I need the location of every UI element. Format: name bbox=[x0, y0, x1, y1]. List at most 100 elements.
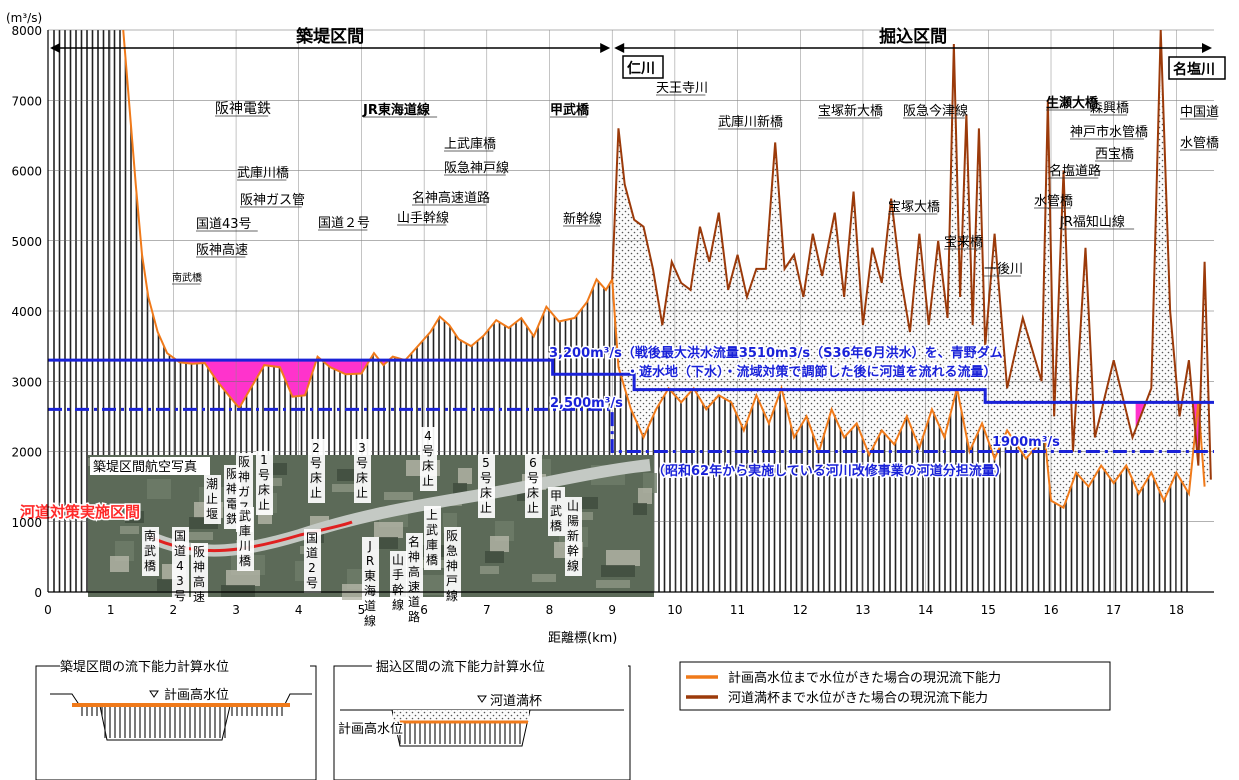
photo-label-bg bbox=[304, 529, 321, 593]
annotation-label: 武庫川新橋 bbox=[718, 114, 783, 130]
photo-label-char: 号 bbox=[174, 589, 186, 603]
section-label: 掘込区間 bbox=[879, 26, 947, 47]
photo-label-char: 路 bbox=[408, 609, 420, 624]
series-bankfull-line bbox=[611, 29, 1212, 480]
x-tick-label: 17 bbox=[1106, 603, 1121, 617]
x-tick-label: 6 bbox=[420, 603, 428, 617]
photo-texture bbox=[273, 463, 287, 475]
photo-vertical-label: 5 号床止 bbox=[478, 454, 495, 518]
section-label: 築堤区間 bbox=[295, 26, 364, 47]
inset-hwl-label-2: 計画高水位 bbox=[338, 721, 403, 737]
photo-label-char: 道 bbox=[408, 595, 420, 609]
photo-label-char: 武 bbox=[239, 509, 251, 523]
plan-label-2500: 2,500m³/s bbox=[550, 396, 623, 411]
y-tick-label: 6000 bbox=[11, 165, 42, 179]
photo-label-char: 3 bbox=[358, 441, 366, 455]
photo-texture bbox=[110, 556, 129, 572]
annotation-label: 国道２号 bbox=[318, 216, 370, 231]
annotation-label: 中国道 bbox=[1180, 105, 1219, 120]
photo-label-char: 山 bbox=[392, 553, 404, 567]
y-tick-label: 1000 bbox=[11, 516, 42, 530]
photo-vertical-label: 名神高速道路 bbox=[406, 533, 423, 627]
inset-levee-box bbox=[35, 665, 317, 780]
photo-label-char: 上 bbox=[426, 508, 438, 522]
photo-label-char: 号 bbox=[422, 444, 434, 458]
photo-label-char: 号 bbox=[306, 576, 318, 590]
annotation-label: 阪急神戸線 bbox=[444, 160, 509, 176]
x-tick-label: 3 bbox=[232, 603, 240, 617]
photo-label-char: 陽 bbox=[567, 514, 579, 528]
photo-label-char: 急 bbox=[446, 543, 458, 558]
photo-label-char: 名 bbox=[408, 534, 420, 549]
annotation-label: 阪神電鉄 bbox=[215, 101, 271, 117]
photo-vertical-label: 山陽新幹線 bbox=[565, 497, 582, 576]
photo-label-char: 床 bbox=[310, 471, 322, 485]
photo-label-char: 号 bbox=[480, 471, 492, 485]
photo-label-char: 庫 bbox=[426, 538, 438, 552]
photo-label-bg bbox=[191, 543, 208, 607]
photo-label-char: 床 bbox=[422, 459, 434, 473]
water-level-mark-2 bbox=[477, 695, 487, 703]
series-plan-hwl-line bbox=[122, 29, 1206, 510]
photo-label-char: 速 bbox=[193, 590, 205, 604]
photo-label-char: 神 bbox=[226, 482, 238, 496]
photo-texture bbox=[221, 585, 255, 597]
photo-vertical-label: 上武庫橋 bbox=[424, 506, 441, 570]
annotation-label: JR福知山線 bbox=[1059, 214, 1125, 230]
photo-label-text: 国道 2 号 bbox=[306, 531, 318, 590]
photo-texture bbox=[226, 570, 260, 586]
x-tick-label: 0 bbox=[44, 603, 52, 617]
photo-texture bbox=[384, 492, 413, 500]
photo-label-text: 6 号床止 bbox=[527, 456, 539, 515]
legend-label: 計画高水位まで水位がきた場合の現況流下能力 bbox=[728, 670, 1001, 686]
arrow-head bbox=[614, 43, 625, 53]
x-tick-label: 14 bbox=[918, 603, 933, 617]
plan-label-1900-b: （昭和62年から実施している河川改修事業の河道分担流量） bbox=[652, 463, 1008, 479]
photo-label-char: 山 bbox=[567, 499, 579, 513]
photo-label-char: 4 bbox=[176, 559, 184, 573]
photo-label-char: 神 bbox=[446, 559, 458, 573]
photo-label-char: 堰 bbox=[206, 507, 218, 521]
y-tick-label: 7000 bbox=[11, 94, 42, 108]
photo-label-text: 4 号床止 bbox=[422, 429, 434, 488]
photo-label-char: 国 bbox=[306, 531, 318, 545]
x-tick-label: 15 bbox=[981, 603, 996, 617]
x-tick-label: 8 bbox=[546, 603, 554, 617]
x-tick-label: 12 bbox=[793, 603, 808, 617]
x-tick-label: 10 bbox=[667, 603, 682, 617]
photo-label-char: 線 bbox=[364, 613, 376, 628]
x-tick-label: 5 bbox=[358, 603, 366, 617]
annotation-label: 水管橋 bbox=[1180, 136, 1219, 151]
inset-hwl-label: 計画高水位 bbox=[164, 687, 229, 703]
photo-texture bbox=[490, 536, 509, 552]
photo-label-char: 神 bbox=[408, 550, 420, 564]
y-axis-unit: (m³/s) bbox=[6, 11, 42, 25]
photo-label-char: 南 bbox=[144, 528, 156, 543]
photo-label-char: 床 bbox=[527, 486, 539, 500]
deficit-fill bbox=[167, 360, 387, 408]
photo-label-char: 神 bbox=[193, 560, 205, 574]
annotation-label: 阪急今津線 bbox=[903, 103, 968, 119]
photo-label-char: 号 bbox=[356, 456, 368, 470]
plan-label-3200: 3,200m³/s（戦後最大洪水流量3510m3/s（S36年6月洪水）を、青野… bbox=[549, 345, 1003, 361]
photo-texture bbox=[606, 550, 640, 566]
photo-label-char: J bbox=[367, 539, 372, 553]
photo-label-text: 2 号床止 bbox=[310, 441, 322, 500]
photo-label-char: 武 bbox=[144, 544, 156, 558]
plan-line-2500 bbox=[48, 407, 1214, 453]
photo-label-char: 阪 bbox=[226, 467, 238, 481]
photo-texture bbox=[120, 526, 139, 534]
inset-title-bg-2 bbox=[372, 659, 628, 673]
photo-label-text: 1 号床止 bbox=[258, 453, 270, 512]
photo-label-char: 高 bbox=[408, 564, 420, 579]
annotation-label: 水管橋 bbox=[1034, 194, 1073, 209]
photo-label-text: J R 東海道線 bbox=[364, 539, 376, 628]
photo-label-char: 高 bbox=[193, 574, 205, 589]
photo-label-char: 止 bbox=[422, 474, 434, 488]
annotation-label: 名塩道路 bbox=[1049, 163, 1101, 179]
annotation-label: 森興橋 bbox=[1090, 101, 1129, 116]
photo-label-char: 戸 bbox=[446, 574, 458, 588]
photo-vertical-label: 山手幹線 bbox=[390, 551, 407, 615]
photo-label-char: 止 bbox=[480, 501, 492, 515]
photo-texture bbox=[596, 580, 630, 588]
